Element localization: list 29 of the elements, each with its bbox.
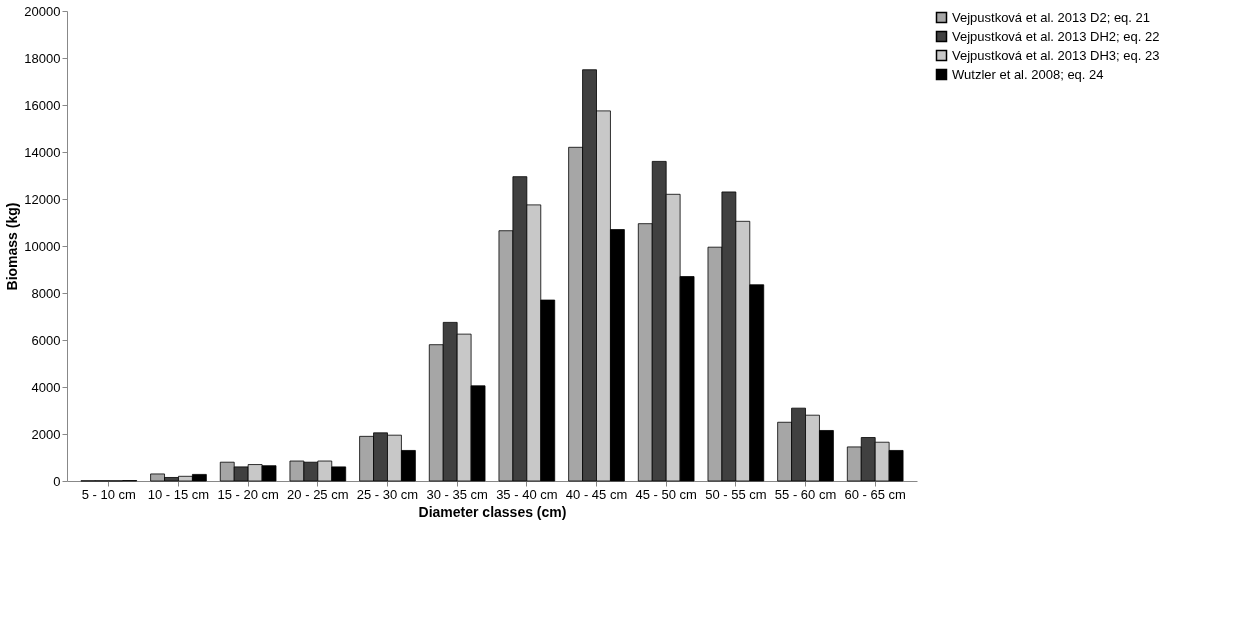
legend-label: Wutzler et al. 2008; eq. 24 (952, 66, 1104, 82)
x-tick-label: 35 - 40 cm (496, 486, 558, 502)
x-tick-label: 25 - 30 cm (356, 486, 419, 502)
x-tick-label: 40 - 45 cm (565, 486, 628, 502)
x-tick-label: 45 - 50 cm (635, 486, 697, 502)
y-axis-title: Biomass (kg) (4, 202, 21, 291)
y-tick-label: 12000 (24, 191, 61, 207)
y-tick-label: 4000 (31, 379, 61, 395)
x-axis-title: Diameter classes (cm) (418, 503, 567, 520)
legend-label: Vejpustková et al. 2013 D2; eq. 21 (952, 9, 1151, 25)
legend-label: Vejpustková et al. 2013 DH2; eq. 22 (952, 28, 1160, 44)
y-tick-label: 10000 (24, 238, 61, 254)
y-tick-label: 16000 (24, 97, 61, 113)
y-tick-label: 20000 (24, 3, 61, 19)
y-tick-label: 8000 (31, 285, 61, 301)
x-tick-label: 30 - 35 cm (426, 486, 488, 502)
x-tick-label: 15 - 20 cm (217, 486, 279, 502)
y-tick-label: 14000 (24, 144, 61, 160)
y-tick-label: 18000 (24, 50, 61, 66)
y-tick-label: 2000 (31, 426, 61, 442)
x-tick-label: 60 - 65 cm (844, 486, 906, 502)
y-tick-label: 0 (53, 473, 61, 489)
x-tick-label: 50 - 55 cm (705, 486, 767, 502)
x-tick-label: 10 - 15 cm (147, 486, 210, 502)
x-tick-label: 20 - 25 cm (287, 486, 349, 502)
y-tick-label: 6000 (31, 332, 61, 348)
x-tick-label: 55 - 60 cm (774, 486, 837, 502)
legend-label: Vejpustková et al. 2013 DH3; eq. 23 (952, 47, 1160, 63)
x-tick-label: 5 - 10 cm (81, 486, 136, 502)
